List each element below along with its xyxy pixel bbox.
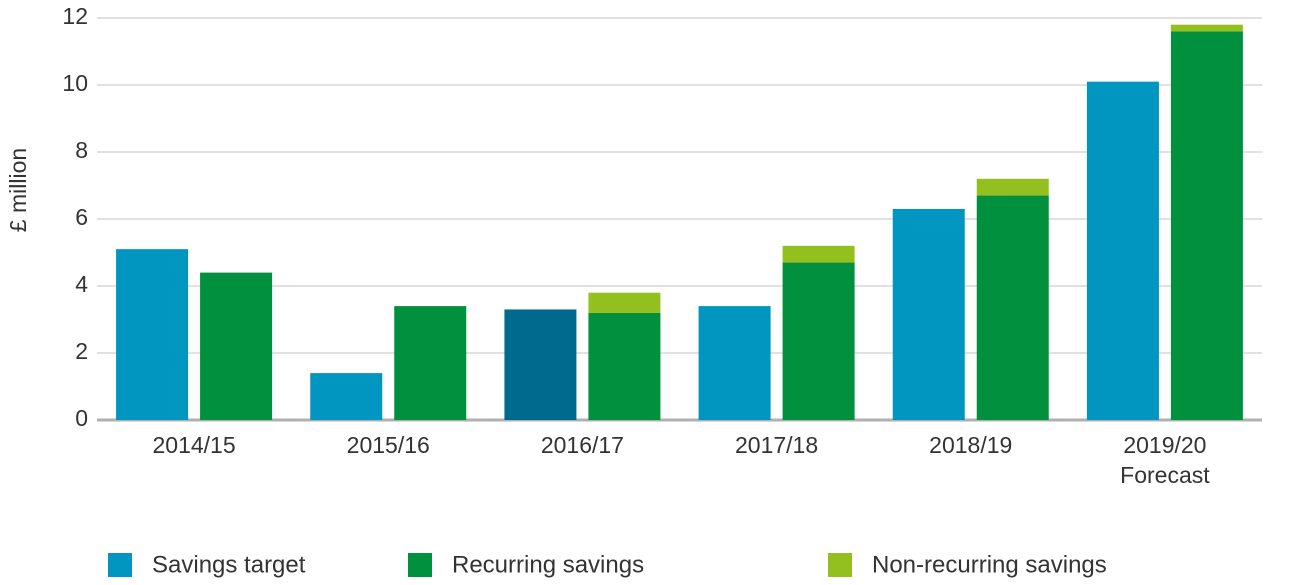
bar bbox=[1086, 81, 1159, 421]
bar bbox=[976, 195, 1049, 420]
bar bbox=[1170, 31, 1243, 421]
y-tick-label: 4 bbox=[75, 271, 88, 297]
legend-swatch bbox=[408, 553, 432, 577]
y-tick-label: 8 bbox=[75, 137, 88, 163]
legend-swatch bbox=[108, 553, 132, 577]
x-tick-label: 2016/17 bbox=[540, 432, 624, 458]
legend-swatch bbox=[828, 553, 852, 577]
y-tick-label: 10 bbox=[62, 70, 88, 96]
bar bbox=[588, 292, 661, 313]
y-axis-label: £ million bbox=[5, 148, 31, 232]
legend-label: Savings target bbox=[152, 551, 306, 578]
bar bbox=[116, 249, 189, 420]
bar bbox=[782, 245, 855, 263]
legend-label: Recurring savings bbox=[452, 551, 644, 578]
y-tick-label: 2 bbox=[75, 338, 88, 364]
y-tick-label: 6 bbox=[75, 204, 88, 230]
bar bbox=[504, 309, 577, 420]
bar bbox=[310, 373, 383, 420]
x-tick-label: 2015/16 bbox=[346, 432, 430, 458]
bar bbox=[976, 178, 1049, 196]
x-tick-label: 2017/18 bbox=[735, 432, 819, 458]
y-tick-label: 12 bbox=[62, 3, 88, 29]
x-tick-label: 2018/19 bbox=[929, 432, 1013, 458]
x-tick-label: 2014/15 bbox=[152, 432, 236, 458]
x-tick-label: 2019/20 Forecast bbox=[1120, 432, 1210, 488]
bar bbox=[698, 306, 771, 420]
y-tick-label: 0 bbox=[75, 405, 88, 431]
bar bbox=[200, 272, 273, 420]
bar bbox=[782, 262, 855, 420]
legend-label: Non-recurring savings bbox=[872, 551, 1107, 578]
bar bbox=[588, 312, 661, 420]
bar bbox=[394, 306, 467, 420]
bar bbox=[1170, 24, 1243, 32]
bar bbox=[892, 208, 965, 420]
